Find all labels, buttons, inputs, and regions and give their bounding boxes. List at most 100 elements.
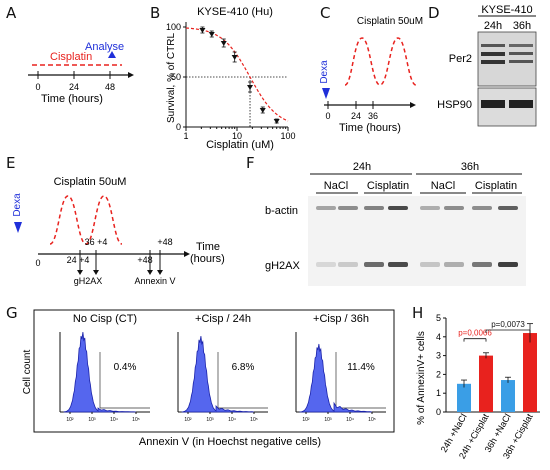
tick-label: 0 <box>35 82 40 92</box>
lane-label: 36h <box>513 20 531 32</box>
axis-unit: (hours) <box>190 253 225 265</box>
condition-label: NaCl <box>324 180 348 192</box>
blot-per2 <box>477 31 537 87</box>
bar <box>457 383 471 412</box>
band <box>338 206 358 210</box>
data-point <box>199 28 206 33</box>
readout-label: gH2AX <box>74 276 103 286</box>
band <box>316 206 336 210</box>
readout-label: Annexin V <box>134 276 175 286</box>
histograms: No Cisp (CT) 0.4% 10² 10³ 10⁴ 10⁵ +Cisp / 24h 6… <box>59 313 386 423</box>
axis-arrow-icon <box>410 102 416 108</box>
band <box>481 60 505 64</box>
histogram-tick-label: 10² <box>184 417 192 423</box>
band <box>388 262 408 267</box>
arrow-icon <box>77 270 83 275</box>
histogram-tick-label: 10⁵ <box>132 417 140 423</box>
data-point <box>231 55 238 60</box>
band <box>498 262 518 267</box>
band <box>509 44 533 47</box>
axis-arrow-icon <box>128 72 134 78</box>
band <box>509 52 533 55</box>
panel-a: A Cisplatin Analyse 0 24 48 Time (hours) <box>6 4 134 105</box>
panel-e: E Cisplatin 50uM Dexa 0 24 +4 36 +4 +48 … <box>6 154 225 286</box>
band <box>444 206 464 210</box>
panel-letter-h: H <box>412 304 423 322</box>
axis-label: Time <box>196 241 220 253</box>
x-axis-label: Cisplatin (uM) <box>206 139 274 151</box>
histogram-tick-label: 10³ <box>206 417 214 423</box>
percent-label: 11.4% <box>347 362 375 373</box>
band <box>472 262 492 267</box>
data-point <box>273 119 280 124</box>
panel-title: Cisplatin 50uM <box>54 176 127 188</box>
lane-label: 24h <box>484 20 502 32</box>
histogram-title: No Cisp (CT) <box>73 313 137 325</box>
tick-label: 24 <box>351 111 361 121</box>
histogram-tick-label: 10⁴ <box>346 417 354 423</box>
y-tick-label: 50 <box>171 72 181 82</box>
tick-label: 48 <box>105 82 115 92</box>
histogram-tick-label: 10³ <box>324 417 332 423</box>
chart-title: KYSE-410 (Hu) <box>197 6 273 18</box>
analyse-arrow-icon <box>108 51 116 58</box>
arrow-icon <box>147 270 153 275</box>
panel-letter-c: C <box>320 4 330 22</box>
timepoint-label: 36h <box>461 161 479 173</box>
band <box>316 262 336 267</box>
histogram-area <box>299 343 373 413</box>
fit-curve <box>185 27 289 122</box>
panel-letter-e: E <box>6 154 15 172</box>
x-tick-label: 1 <box>183 131 188 141</box>
axis-label: Time (hours) <box>41 93 103 105</box>
panel-letter-b: B <box>150 4 160 22</box>
histogram-tick-label: 10⁴ <box>110 417 118 423</box>
tick-label: 0 <box>325 111 330 121</box>
oscillation-curve <box>49 195 123 245</box>
percent-label: 6.8% <box>232 362 255 373</box>
treatment-label: Dexa <box>319 60 330 84</box>
band <box>481 100 505 108</box>
arrow-icon <box>93 270 99 275</box>
band <box>420 206 440 210</box>
blot-membrane <box>308 196 526 286</box>
panel-g: G Cell count Annexin V (in Hoechst negat… <box>6 304 395 448</box>
histogram-area <box>181 335 255 413</box>
bar <box>523 333 537 412</box>
band <box>444 262 464 267</box>
histogram-tick-label: 10² <box>302 417 310 423</box>
data-point <box>220 41 227 46</box>
tick-label: 36 +4 <box>85 237 108 247</box>
blot-label: HSP90 <box>437 99 472 111</box>
y-tick-label: 0 <box>176 122 181 132</box>
tick-label: 24 +4 <box>67 255 90 265</box>
cell-line-label: KYSE-410 <box>481 4 532 16</box>
bar <box>479 355 493 412</box>
x-axis-label: Annexin V (in Hoechst negative cells) <box>139 436 321 448</box>
blot-label: gH2AX <box>265 260 301 272</box>
panel-c: C Cisplatin 50uM Dexa 0 24 36 Time (hour… <box>319 4 423 134</box>
tick-label: +48 <box>137 255 152 265</box>
condition-label: NaCl <box>431 180 455 192</box>
blot-bands <box>316 206 518 267</box>
band <box>420 262 440 267</box>
histogram-tick-label: 10³ <box>88 417 96 423</box>
band <box>472 206 492 210</box>
tick-label: +48 <box>157 237 172 247</box>
tick-label: 0 <box>35 258 40 268</box>
bar <box>501 380 515 412</box>
chart-marks <box>199 26 280 124</box>
tick-label: 24 <box>69 82 79 92</box>
y-axis-label: % of AnnexinV+ cells <box>416 331 427 425</box>
band <box>509 100 533 108</box>
y-tick-label: 3 <box>436 351 441 361</box>
x-tick-label: 10 <box>232 131 242 141</box>
axis-arrow-icon <box>184 251 190 257</box>
histogram-frame <box>33 309 395 433</box>
data-point <box>259 108 266 113</box>
y-tick-label: 100 <box>166 22 181 32</box>
y-tick-label: 0 <box>436 407 441 417</box>
